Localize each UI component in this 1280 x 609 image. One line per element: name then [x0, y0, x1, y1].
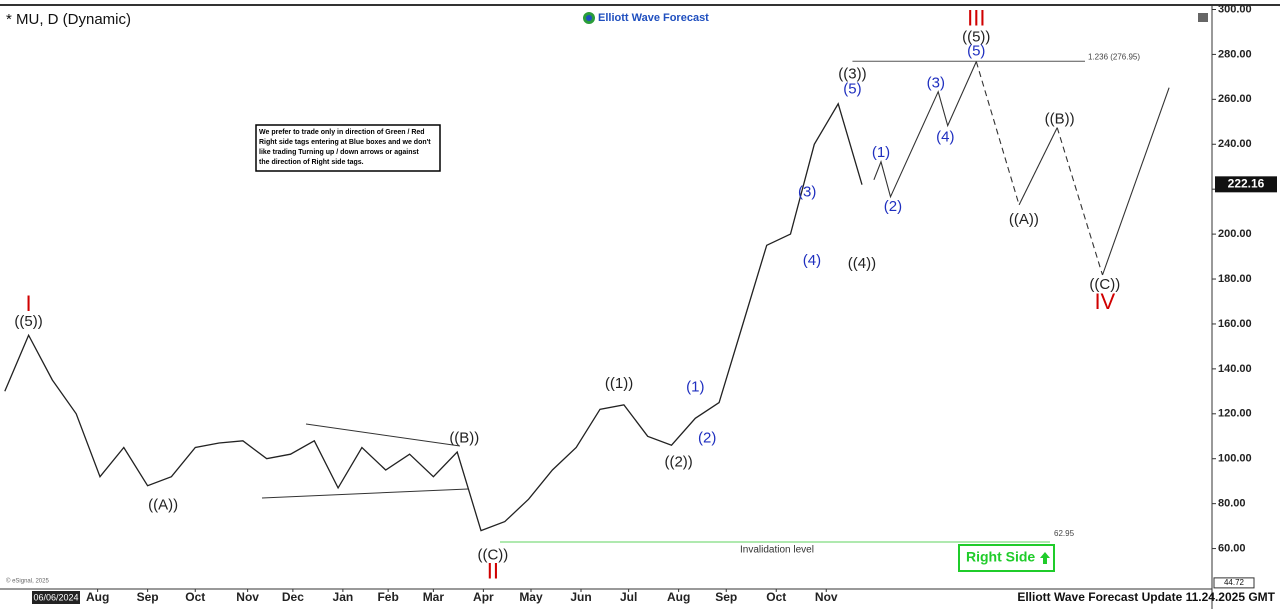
wave-label: (4) [803, 252, 821, 269]
x-tick-label: Aug [86, 590, 109, 604]
note-line: like trading Turning up / down arrows or… [259, 149, 419, 156]
wave-label: ((5)) [14, 313, 42, 330]
x-tick-label: Oct [766, 590, 786, 604]
y-tick-label: 140.00 [1218, 363, 1252, 375]
logo-icon-inner [586, 15, 592, 21]
x-tick-label: Mar [423, 590, 445, 604]
note-box [255, 124, 441, 172]
wave-label: ((C)) [477, 547, 508, 564]
invalidation-value: 62.95 [1054, 529, 1075, 538]
x-tick-label: Feb [377, 590, 398, 604]
y-tick-label: 200.00 [1218, 228, 1252, 240]
x-tick-label: Sep [137, 590, 159, 604]
start-date: 06/06/2024 [33, 592, 78, 602]
chart-title: * MU, D (Dynamic) [6, 11, 131, 28]
projection-line [1018, 127, 1058, 206]
wave-label: ((C)) [1089, 276, 1120, 293]
wave-label: (2) [884, 198, 902, 215]
triangle-lower-line [261, 488, 469, 499]
wave-label: IV [1094, 289, 1115, 314]
projection-line [1101, 87, 1170, 276]
y-tick-label: 260.00 [1218, 93, 1252, 105]
wave-label: ((3)) [838, 66, 866, 83]
x-tick-label: Jul [620, 590, 637, 604]
logo-text: Elliott Wave Forecast [598, 12, 709, 24]
wave-label: (1) [872, 144, 890, 161]
settings-icon [1198, 13, 1208, 22]
wave-label: ((A)) [1009, 211, 1039, 228]
wave-label: III [967, 5, 985, 30]
y-tick-label: 100.00 [1218, 453, 1252, 465]
x-tick-label: Oct [185, 590, 205, 604]
wave-label: ((2)) [664, 453, 692, 470]
invalidation-text: Invalidation level [740, 545, 814, 556]
x-tick-label: Jan [333, 590, 354, 604]
right-side-label: Right Side [966, 549, 1035, 565]
wave-label: ((1)) [605, 375, 633, 392]
wave-label: (1) [686, 378, 704, 395]
y-tick-label: 280.00 [1218, 48, 1252, 60]
right-side-arrow [1040, 552, 1050, 564]
wave-label: (3) [927, 75, 945, 92]
y-tick-label: 60.00 [1218, 542, 1246, 554]
x-tick-label: Jun [570, 590, 591, 604]
y-tick-label: 120.00 [1218, 408, 1252, 420]
fib-label: 1.236 (276.95) [1088, 52, 1140, 61]
projection-line [1056, 127, 1104, 276]
x-tick-label: Apr [473, 590, 494, 604]
x-tick-label: May [519, 590, 543, 604]
x-tick-label: Sep [715, 590, 737, 604]
wave-label: (3) [798, 184, 816, 201]
wave-label: ((4)) [848, 255, 876, 272]
wave-label: II [487, 558, 499, 583]
right-side-box [958, 544, 1055, 572]
footer: Elliott Wave Forecast Update 11.24.2025 … [1017, 590, 1275, 604]
axis-min-box [1213, 577, 1255, 589]
y-tick-label: 240.00 [1218, 138, 1252, 150]
wave-label: (5) [967, 42, 985, 59]
y-tick-label: 80.00 [1218, 498, 1246, 510]
note-line: the direction of Right side tags. [259, 159, 364, 166]
x-tick-label: Aug [667, 590, 690, 604]
x-tick-label: Nov [236, 590, 259, 604]
last-price-box [1215, 176, 1277, 193]
y-tick-label: 160.00 [1218, 318, 1252, 330]
wave-label: (4) [936, 129, 954, 146]
wave-label: (5) [843, 81, 861, 98]
wave-label: ((5)) [962, 29, 990, 46]
projection-line [975, 61, 1020, 206]
wave-label: (2) [698, 429, 716, 446]
note-line: Right side tags entering at Blue boxes a… [259, 139, 431, 146]
y-tick-label: 300.00 [1218, 3, 1252, 15]
last-price-label: 222.16 [1228, 177, 1265, 191]
copyright: © eSignal, 2025 [6, 578, 49, 585]
axis-min-label: 44.72 [1224, 578, 1245, 587]
wave-label: ((A)) [148, 496, 178, 513]
x-tick-label: Dec [282, 590, 304, 604]
price-line [4, 102, 863, 532]
note: We prefer to trade only in direction of … [259, 129, 431, 166]
note-line: We prefer to trade only in direction of … [259, 129, 425, 136]
wave-label: I [26, 291, 32, 316]
x-tick-label: Nov [815, 590, 838, 604]
date-box [32, 591, 80, 604]
triangle-upper-line [305, 423, 461, 447]
wave-label: ((B)) [1045, 111, 1075, 128]
y-tick-label: 180.00 [1218, 273, 1252, 285]
projection-line [873, 61, 977, 199]
wave-label: ((B)) [449, 429, 479, 446]
